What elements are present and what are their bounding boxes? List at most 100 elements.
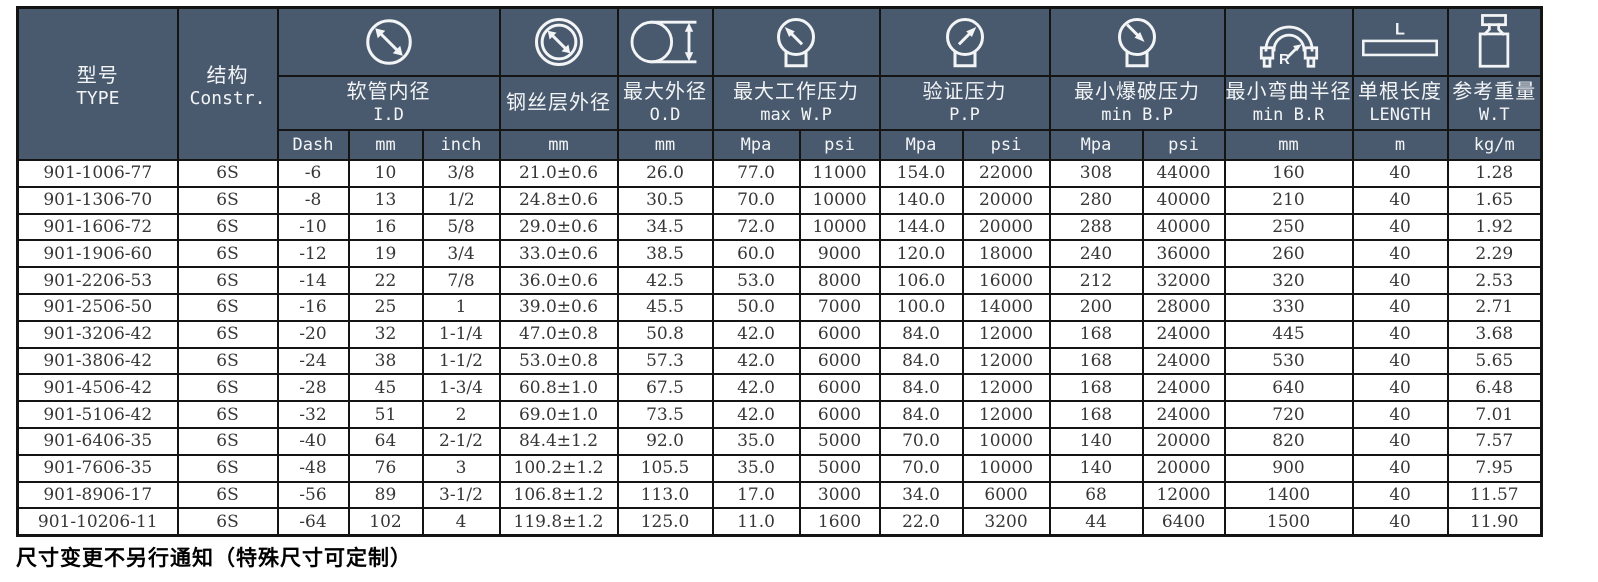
- wire-layer-od-icon: [534, 18, 583, 66]
- cell-dash: -14: [276, 266, 350, 295]
- cell-length-m: 40: [1351, 185, 1449, 215]
- cell-max-od-mm: 67.5: [616, 373, 714, 403]
- svg-text:L: L: [1395, 20, 1405, 38]
- cell-wp-mpa: 42.0: [711, 346, 801, 376]
- cell-type: 901-1606-72: [16, 212, 179, 242]
- cell-constr: 6S: [176, 453, 279, 483]
- cell-pp-psi: 10000: [961, 426, 1051, 456]
- cell-br-mm: 330: [1223, 292, 1354, 322]
- cell-dash: -40: [276, 426, 350, 456]
- cell-dash: -8: [276, 185, 350, 215]
- table-row: 901-8906-17 6S -56 89 3-1/2 106.8±1.2 113.0 17.…: [16, 480, 1543, 510]
- header-icon-row: 型号 TYPE 结构 Constr.: [16, 6, 1543, 161]
- cell-wt-kgm: 2.71: [1446, 292, 1543, 322]
- cell-length-m: 40: [1351, 426, 1449, 456]
- cell-id-inch: 1-3/4: [421, 373, 501, 403]
- cell-id-inch: 3/4: [421, 239, 501, 269]
- cell-pp-mpa: 120.0: [878, 239, 964, 269]
- cell-constr: 6S: [176, 507, 279, 537]
- cell-id-inch: 3: [421, 453, 501, 483]
- wp-label-zh: 最大工作压力: [733, 80, 860, 103]
- cell-max-od-mm: 34.5: [616, 212, 714, 242]
- cell-max-od-mm: 92.0: [616, 426, 714, 456]
- cell-wp-mpa: 35.0: [711, 453, 801, 483]
- cell-max-od-mm: 125.0: [616, 507, 714, 537]
- cell-id-inch: 1-1/2: [421, 346, 501, 376]
- cell-id-mm: 10: [347, 159, 424, 188]
- cell-bp-mpa: 44: [1048, 507, 1144, 537]
- table-row: 901-2206-53 6S -14 22 7/8 36.0±0.6 42.5 53.0 800…: [16, 266, 1543, 295]
- unit-len-m: m: [1351, 129, 1449, 161]
- cell-pp-psi: 12000: [961, 400, 1051, 429]
- cell-id-mm: 38: [347, 346, 424, 376]
- cell-pp-psi: 3200: [961, 507, 1051, 537]
- cell-wire-od-mm: 33.0±0.6: [498, 239, 619, 269]
- col-header-br: 最小弯曲半径 min B.R: [1223, 75, 1354, 131]
- cell-wire-od-mm: 119.8±1.2: [498, 507, 619, 537]
- id-label-zh: 软管内径: [346, 80, 431, 103]
- cell-bp-psi: 40000: [1141, 185, 1226, 215]
- cell-length-m: 40: [1351, 480, 1449, 510]
- inner-diameter-icon: [365, 19, 412, 65]
- cell-wire-od-mm: 106.8±1.2: [498, 480, 619, 510]
- cell-max-od-mm: 73.5: [616, 400, 714, 429]
- cell-dash: -64: [276, 507, 350, 537]
- length-icon: L: [1362, 20, 1439, 57]
- cell-br-mm: 1400: [1223, 480, 1354, 510]
- cell-pp-mpa: 84.0: [878, 400, 964, 429]
- cell-wp-mpa: 42.0: [711, 373, 801, 403]
- wt-label-en: W.T: [1478, 104, 1510, 125]
- cell-dash: -10: [276, 212, 350, 242]
- cell-constr: 6S: [176, 292, 279, 322]
- header-icon-cell-length: L: [1351, 6, 1449, 77]
- cell-bp-psi: 24000: [1141, 400, 1226, 429]
- cell-length-m: 40: [1351, 319, 1449, 349]
- col-header-pp: 验证压力 P.P: [878, 75, 1051, 131]
- cell-wp-psi: 9000: [798, 239, 881, 269]
- type-label-zh: 型号: [76, 65, 119, 87]
- cell-id-inch: 5/8: [421, 212, 501, 242]
- col-header-wire-od: 钢丝层外径: [498, 75, 619, 131]
- cell-id-mm: 45: [347, 373, 424, 403]
- cell-length-m: 40: [1351, 239, 1449, 269]
- cell-wire-od-mm: 69.0±1.0: [498, 400, 619, 429]
- cell-max-od-mm: 26.0: [616, 159, 714, 188]
- pp-label-zh: 验证压力: [922, 80, 1007, 103]
- cell-constr: 6S: [176, 185, 279, 215]
- cell-bp-mpa: 140: [1048, 453, 1144, 483]
- cell-bp-mpa: 240: [1048, 239, 1144, 269]
- cell-length-m: 40: [1351, 346, 1449, 376]
- cell-wt-kgm: 7.95: [1446, 453, 1543, 483]
- unit-dash: Dash: [276, 129, 350, 161]
- cell-wp-psi: 10000: [798, 212, 881, 242]
- cell-bp-psi: 6400: [1141, 507, 1226, 537]
- cell-dash: -32: [276, 400, 350, 429]
- cell-wp-mpa: 77.0: [711, 159, 801, 188]
- header-unit-row: Dash mm inch mm mm Mpa psi Mpa psi Mpa p…: [18, 129, 1543, 161]
- cell-pp-psi: 10000: [961, 453, 1051, 483]
- cell-pp-mpa: 100.0: [878, 292, 964, 322]
- cell-constr: 6S: [176, 212, 279, 242]
- cell-wire-od-mm: 36.0±0.6: [498, 266, 619, 295]
- cell-bp-psi: 20000: [1141, 426, 1226, 456]
- table-row: 901-6406-35 6S -40 64 2-1/2 84.4±1.2 92.0 35.0 5…: [16, 426, 1543, 456]
- cell-wire-od-mm: 84.4±1.2: [498, 426, 619, 456]
- unit-pp-psi: psi: [961, 129, 1051, 161]
- cell-pp-psi: 14000: [961, 292, 1051, 322]
- cell-pp-psi: 12000: [961, 373, 1051, 403]
- work-pressure-gauge-icon: [777, 18, 816, 68]
- cell-wire-od-mm: 60.8±1.0: [498, 373, 619, 403]
- cell-type: 901-3206-42: [16, 319, 179, 349]
- cell-max-od-mm: 38.5: [616, 239, 714, 269]
- cell-pp-mpa: 84.0: [878, 346, 964, 376]
- cell-wire-od-mm: 21.0±0.6: [498, 159, 619, 188]
- footer-note: 尺寸变更不另行通知（特殊尺寸可定制）: [16, 546, 412, 571]
- table-row: 901-1606-72 6S -10 16 5/8 29.0±0.6 34.5 72.0 100…: [16, 212, 1543, 242]
- cell-max-od-mm: 105.5: [616, 453, 714, 483]
- cell-br-mm: 445: [1223, 319, 1354, 349]
- cell-br-mm: 210: [1223, 185, 1354, 215]
- cell-type: 901-3806-42: [16, 346, 179, 376]
- cell-id-mm: 76: [347, 453, 424, 483]
- cell-wt-kgm: 3.68: [1446, 319, 1543, 349]
